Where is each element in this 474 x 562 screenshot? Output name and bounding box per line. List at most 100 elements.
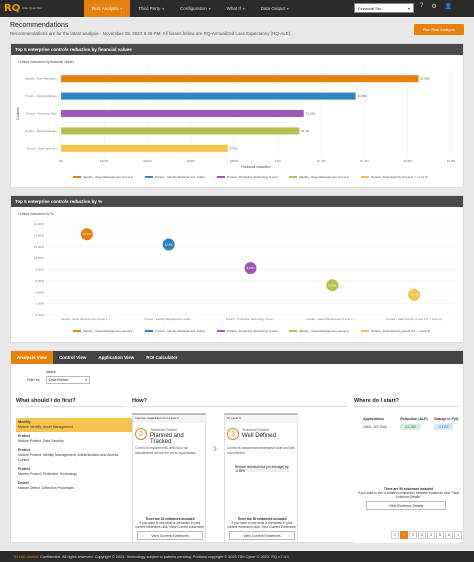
x-tick-label: $600K [187,159,196,163]
project-select[interactable]: Financial Ser... ▾ [354,3,414,13]
run-risk-analysis-button[interactable]: Run Risk Analysis [414,24,464,35]
y-tick-label: 14.00% [34,233,45,237]
nav-configuration[interactable]: Configuration ▾ [180,6,211,11]
risk-reduction-badge: Reduce technical risk (on average) by -4… [235,464,289,473]
chevron-down-icon: ▾ [162,6,165,11]
nav-data-output[interactable]: Data Output ▾ [260,6,289,11]
nav-risk-analysis[interactable]: Risk Analysis ▾ [84,0,131,17]
panel-title: Top 5 enterprise controls reduction by % [11,196,463,207]
evidence-info: There are 50 evidences included If you wa… [227,517,297,529]
list-item[interactable]: Identify Mature Identify: Asset Managemen… [16,418,132,432]
page-3[interactable]: 3 [418,531,426,539]
chevron-down-icon: ▾ [208,6,211,11]
data-label: $1.1M [301,129,309,133]
y-axis-label: Controls [16,107,20,120]
filter-label: Filter by: [27,378,41,382]
page-5[interactable]: 5 [436,531,444,539]
main-nav: Risk Analysis ▾ Third Party ▾ Configuratio… [84,0,297,17]
logo-subtitle: Risk Quantifier [22,5,42,10]
data-point [408,288,421,301]
level-badge: 2 [135,428,147,440]
view-current-evidences-button[interactable]: View Current Evidences [229,531,295,540]
nav-what-if[interactable]: What If ▾ [226,6,245,11]
evidence-info: There are 50 evidences included If you wa… [357,487,460,499]
list-item[interactable]: Protect Mature Protect: Data Security [18,434,64,443]
nav-third-party[interactable]: Third Party ▾ [138,6,165,11]
list-item[interactable]: Protect Mature Protect: Protective Techno… [18,467,78,476]
legend-swatch [217,176,225,178]
footer-text: Confidential. All rights reserved. Copyr… [40,554,289,559]
bar-chart: $0 $200K $400K $600K $800K $1M $1.2M $1.4M $1.6M… [16,70,456,179]
card-description: Control is requirements driven but not s… [135,446,196,455]
page-1[interactable]: 1 [400,531,408,539]
list-item[interactable]: Protect Mature Protect: Identity Manageme… [18,448,119,462]
bar [61,92,356,100]
y-tick-label: 12.00% [34,245,45,249]
data-label: $1.36M [358,94,368,98]
page-subtitle: Recommendations are for the latest analy… [10,31,292,36]
tab-roi-calculator[interactable]: ROI Calculator [146,355,178,360]
gear-icon[interactable]: ⚙ [431,4,437,10]
y-tick-label: 10.00% [34,256,45,260]
chevron-down-icon: ▾ [286,6,289,11]
y-tick-label: 4.00% [35,290,44,294]
y-tick-label: Protect - Protective Tech... [26,112,59,116]
y-tick-label: 6.00% [35,279,44,283]
page-header: Recommendations Recommendations are for … [10,22,292,36]
data-point [80,228,93,241]
x-axis-label: Financial reduction [241,165,270,169]
data-label: 8.25% [247,266,255,270]
legend-entry: Identify - Asset Management (Level 2... [299,329,351,333]
view-current-evidences-button[interactable]: View Current Evidences [137,531,203,540]
view-evidence-details-button[interactable]: View Evidence Details [366,501,446,510]
x-tick-label: $800K [230,159,239,163]
card-label: Technical Control [242,428,269,432]
data-label: 14.2% [83,232,91,236]
arrow-right-icon: › [213,441,217,455]
page-next[interactable]: > [454,531,462,539]
attack-select[interactable]: Data Breach ▾ [46,376,90,384]
chevron-down-icon: ▾ [85,378,87,382]
divider [354,406,459,407]
tab-application-view[interactable]: Application View [98,355,135,360]
data-label: $1.65M [421,77,431,81]
list-item[interactable]: Detect Mature Detect: Detection Processes [18,481,75,490]
page-title: Recommendations [10,22,69,29]
bar [61,144,228,152]
data-label: 12.4% [165,242,173,246]
page-6[interactable]: 6 [445,531,453,539]
card-caption: Improve capabilities from Level 2 [133,415,207,423]
card-title: Planned and Tracked [150,433,184,445]
chart-subtitle: Control reduction by financial values [18,60,75,64]
x-tick-label: $0 [59,159,63,163]
user-icon[interactable]: 👤 [444,4,453,10]
card-caption: To Level 3 [225,415,299,423]
divider [132,406,348,407]
page-4[interactable]: 4 [427,531,435,539]
legend-swatch [73,330,81,332]
recommendation-section: Analysis View Control View Application V… [10,350,464,543]
page-prev[interactable]: < [391,531,399,539]
col-title-how: How? [132,398,147,404]
y-tick-label: Protect - Identity Manage... [25,94,59,98]
card-title: Well Defined [242,433,276,439]
x-tick-label: $1.8M [447,159,456,163]
data-point [326,279,339,292]
page-2[interactable]: 2 [409,531,417,539]
target-level-card: To Level 3 3 Technical Control Well Defi… [224,413,299,543]
footer: ThreatConnect Confidential. All rights r… [0,551,474,562]
y-tick-label: Protect - Identity Manage... [25,129,59,133]
scatter-chart: 0.00% 2.00% 4.00% 6.00% 8.00% 10.00% 12.00% 14.… [34,222,455,333]
tab-control-view[interactable]: Control View [58,355,87,360]
bar [61,110,304,117]
tab-analysis-view[interactable]: Analysis View [11,351,53,364]
help-icon[interactable]: ? [420,3,424,9]
legend-swatch [217,330,225,332]
table-row[interactable]: CMA - US Only -$1.38K -4.12% [363,424,463,430]
legend-swatch [145,176,153,178]
logo[interactable]: RQ Risk Quantifier [0,3,84,14]
legend-swatch [361,176,369,178]
legend-entry: Protect - Data Security (Level 0 -> Leve… [371,175,428,179]
x-tick-label: Protect - Protective Technology (Level..… [226,317,276,321]
legend-swatch [145,330,153,332]
